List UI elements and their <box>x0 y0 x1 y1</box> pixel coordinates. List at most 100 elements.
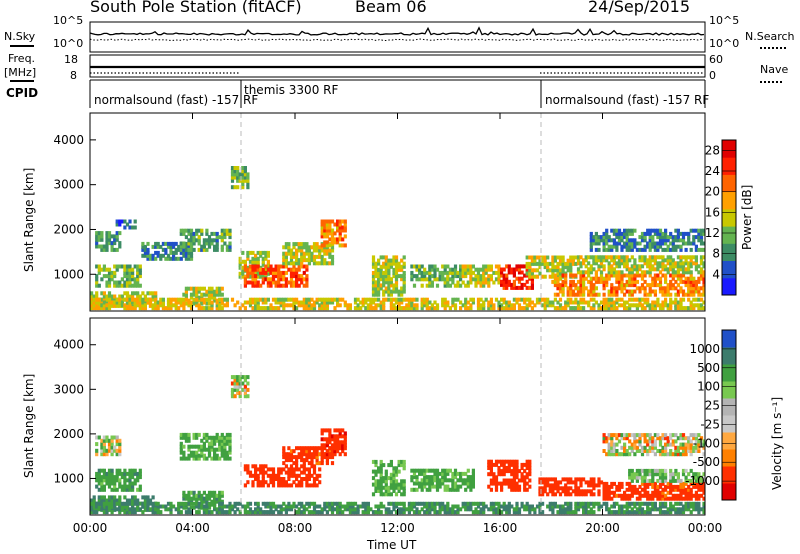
heatmap-cell <box>689 468 693 473</box>
heatmap-cell <box>279 264 283 269</box>
heatmap-cell <box>594 273 598 278</box>
heatmap-cell <box>307 504 311 509</box>
heatmap-cell <box>571 510 575 515</box>
heatmap-cell <box>120 277 124 282</box>
heatmap-cell <box>90 498 94 503</box>
heatmap-cell <box>520 462 524 467</box>
heatmap-cell <box>284 283 288 288</box>
heatmap-cell <box>671 439 675 444</box>
heatmap-cell <box>205 241 209 246</box>
heatmap-cell <box>131 274 135 279</box>
heatmap-cell <box>669 449 673 453</box>
heatmap-cell <box>382 289 386 294</box>
heatmap-cell <box>330 228 335 233</box>
heatmap-cell <box>148 300 153 305</box>
heatmap-cell <box>151 495 155 500</box>
heatmap-cell <box>658 484 663 489</box>
heatmap-cell <box>551 492 555 497</box>
heatmap-cell <box>610 300 614 305</box>
heatmap-cell <box>528 271 532 276</box>
heatmap-cell <box>635 501 639 506</box>
heatmap-cell <box>225 510 229 515</box>
heatmap-cell <box>97 267 101 272</box>
heatmap-cell <box>310 510 314 515</box>
heatmap-cell <box>674 306 678 311</box>
heatmap-cell <box>694 247 698 252</box>
heatmap-cell <box>564 507 568 512</box>
heatmap-cell <box>520 504 524 509</box>
heatmap-cell <box>107 241 112 246</box>
heatmap-cell <box>197 247 201 252</box>
heatmap-cell <box>120 487 124 492</box>
heatmap-cell <box>435 468 440 473</box>
heatmap-cell <box>638 286 642 291</box>
heatmap-cell <box>607 490 611 495</box>
heatmap-cell <box>297 277 301 282</box>
heatmap-cell <box>605 255 609 260</box>
heatmap-cell <box>418 277 422 282</box>
heatmap-cell <box>610 433 614 438</box>
heatmap-cell <box>676 261 680 266</box>
heatmap-cell <box>379 466 383 471</box>
heatmap-cell <box>243 166 247 170</box>
heatmap-cell <box>438 484 442 489</box>
heatmap-cell <box>646 300 650 305</box>
heatmap-cell <box>666 244 670 249</box>
heatmap-cell <box>697 247 701 252</box>
heatmap-cell <box>525 261 529 266</box>
heatmap-cell <box>551 255 555 260</box>
heatmap-cell <box>323 222 327 227</box>
heatmap-cell <box>410 297 414 302</box>
heatmap-cell <box>333 237 337 242</box>
heatmap-cell <box>389 479 393 484</box>
heatmap-cell <box>225 438 229 443</box>
heatmap-cell <box>379 485 383 490</box>
heatmap-cell <box>415 297 419 302</box>
heatmap-cell <box>466 300 470 305</box>
heatmap-cell <box>336 504 340 509</box>
heatmap-cell <box>489 306 493 311</box>
heatmap-cell <box>97 231 101 236</box>
heatmap-cell <box>292 455 296 460</box>
heatmap-cell <box>502 462 506 467</box>
heatmap-cell <box>189 295 194 300</box>
heatmap-cell <box>274 473 278 478</box>
heatmap-cell <box>605 235 609 240</box>
heatmap-cell <box>681 507 686 512</box>
heatmap-cell <box>561 486 565 491</box>
heatmap-cell <box>225 432 229 437</box>
heatmap-cell <box>215 289 219 294</box>
heatmap-cell <box>251 483 255 488</box>
heatmap-cell <box>671 442 675 447</box>
heatmap-cell <box>435 478 440 483</box>
heatmap-cell <box>530 268 534 273</box>
heatmap-cell <box>461 270 465 275</box>
heatmap-cell <box>599 273 604 278</box>
heatmap-cell <box>520 276 524 281</box>
heatmap-cell <box>661 468 665 473</box>
heatmap-cell <box>625 289 629 294</box>
heatmap-cell <box>100 475 104 480</box>
heatmap-cell <box>625 264 629 269</box>
heatmap-cell <box>328 455 332 460</box>
heatmap-cell <box>282 483 286 488</box>
heatmap-cell <box>279 283 283 288</box>
heatmap-cell <box>571 261 575 266</box>
heatmap-cell <box>702 452 705 457</box>
heatmap-cell <box>266 262 270 267</box>
heatmap-cell <box>107 291 112 296</box>
heatmap-cell <box>320 446 324 451</box>
heatmap-cell <box>602 292 606 297</box>
heatmap-cell <box>674 501 678 506</box>
heatmap-cell <box>123 267 127 272</box>
heatmap-cell <box>95 244 99 249</box>
heatmap-cell <box>187 241 191 246</box>
heatmap-cell <box>202 441 206 446</box>
nsearch-series-line <box>89 38 705 42</box>
heatmap-cell <box>448 267 452 272</box>
heatmap-cell <box>538 489 542 494</box>
heatmap-cell <box>646 270 650 275</box>
heatmap-cell <box>138 471 142 476</box>
heatmap-cell <box>333 297 337 302</box>
heatmap-cell <box>266 267 270 272</box>
